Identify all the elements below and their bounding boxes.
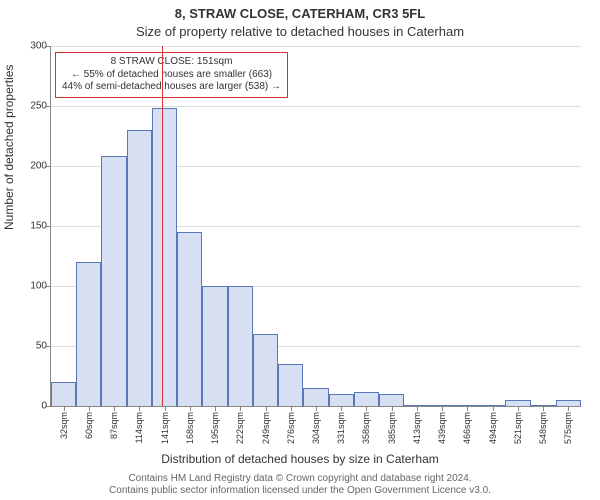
x-tick-label: 60sqm xyxy=(84,412,94,439)
x-tick-mark xyxy=(366,406,367,411)
y-tick-label: 100 xyxy=(30,281,47,292)
x-tick-mark xyxy=(215,406,216,411)
annotation-line2: ← 55% of detached houses are smaller (66… xyxy=(62,69,281,82)
x-tick-label: 249sqm xyxy=(261,412,271,444)
x-tick-label: 385sqm xyxy=(387,412,397,444)
x-tick-label: 439sqm xyxy=(437,412,447,444)
x-tick-label: 521sqm xyxy=(513,412,523,444)
x-tick-label: 358sqm xyxy=(361,412,371,444)
x-tick-mark xyxy=(417,406,418,411)
y-axis-label: Number of detached properties xyxy=(2,65,16,230)
x-tick-mark xyxy=(442,406,443,411)
x-tick-mark xyxy=(165,406,166,411)
x-tick-label: 168sqm xyxy=(185,412,195,444)
x-axis-label: Distribution of detached houses by size … xyxy=(0,452,600,466)
histogram-bar xyxy=(202,286,227,406)
histogram-bar xyxy=(127,130,152,406)
annotation-line1: 8 STRAW CLOSE: 151sqm xyxy=(62,56,281,69)
histogram-bar xyxy=(152,108,177,406)
x-tick-label: 141sqm xyxy=(160,412,170,444)
histogram-bar xyxy=(228,286,253,406)
y-tick-label: 300 xyxy=(30,41,47,52)
histogram-plot: 8 STRAW CLOSE: 151sqm ← 55% of detached … xyxy=(50,46,581,407)
histogram-bar xyxy=(329,394,354,406)
x-tick-mark xyxy=(493,406,494,411)
x-tick-mark xyxy=(240,406,241,411)
x-tick-label: 575sqm xyxy=(563,412,573,444)
x-tick-label: 195sqm xyxy=(210,412,220,444)
x-tick-label: 466sqm xyxy=(462,412,472,444)
histogram-bar xyxy=(76,262,101,406)
x-tick-label: 331sqm xyxy=(336,412,346,444)
histogram-bar xyxy=(51,382,76,406)
histogram-bar xyxy=(379,394,404,406)
x-tick-mark xyxy=(518,406,519,411)
annotation-box: 8 STRAW CLOSE: 151sqm ← 55% of detached … xyxy=(55,52,288,98)
x-tick-label: 222sqm xyxy=(235,412,245,444)
x-tick-label: 32sqm xyxy=(59,412,69,439)
x-tick-mark xyxy=(291,406,292,411)
x-tick-mark xyxy=(266,406,267,411)
x-tick-mark xyxy=(341,406,342,411)
gridline xyxy=(51,46,581,47)
x-tick-mark xyxy=(64,406,65,411)
x-tick-label: 548sqm xyxy=(538,412,548,444)
x-tick-mark xyxy=(89,406,90,411)
y-tick-label: 150 xyxy=(30,221,47,232)
x-tick-mark xyxy=(316,406,317,411)
x-tick-mark xyxy=(392,406,393,411)
histogram-bar xyxy=(278,364,303,406)
x-tick-label: 114sqm xyxy=(134,412,144,443)
histogram-bar xyxy=(303,388,328,406)
x-tick-mark xyxy=(190,406,191,411)
x-tick-label: 494sqm xyxy=(488,412,498,444)
page-subtitle: Size of property relative to detached ho… xyxy=(0,24,600,39)
histogram-bar xyxy=(354,392,379,406)
y-tick-label: 0 xyxy=(41,401,47,412)
y-tick-label: 50 xyxy=(36,341,47,352)
x-tick-label: 87sqm xyxy=(109,412,119,439)
x-tick-label: 276sqm xyxy=(286,412,296,444)
x-tick-mark xyxy=(467,406,468,411)
y-tick-label: 250 xyxy=(30,101,47,112)
x-tick-mark xyxy=(543,406,544,411)
y-tick-label: 200 xyxy=(30,161,47,172)
x-tick-label: 413sqm xyxy=(412,412,422,444)
histogram-bar xyxy=(177,232,202,406)
footnote-line2: Contains public sector information licen… xyxy=(0,485,600,496)
x-tick-mark xyxy=(139,406,140,411)
histogram-bar xyxy=(101,156,126,406)
marker-line xyxy=(162,46,163,406)
page-title: 8, STRAW CLOSE, CATERHAM, CR3 5FL xyxy=(0,6,600,21)
footnote-line1: Contains HM Land Registry data © Crown c… xyxy=(0,473,600,484)
annotation-line3: 44% of semi-detached houses are larger (… xyxy=(62,81,281,94)
histogram-bar xyxy=(253,334,278,406)
x-tick-mark xyxy=(568,406,569,411)
x-tick-label: 304sqm xyxy=(311,412,321,444)
x-tick-mark xyxy=(114,406,115,411)
gridline xyxy=(51,106,581,107)
